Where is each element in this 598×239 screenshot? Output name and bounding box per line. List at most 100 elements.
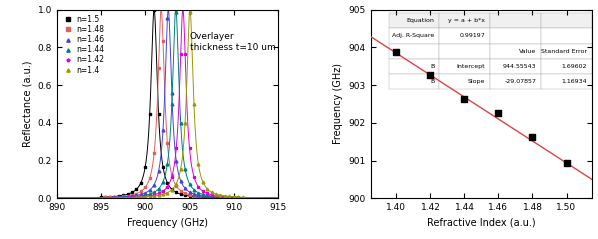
Point: [562, 161, 571, 165]
n=1.5: [146, 112, 153, 115]
n=1.46: [129, 195, 136, 198]
n=1.5: [199, 196, 206, 199]
n=1.5: [129, 191, 136, 194]
n=1.48: [151, 152, 158, 154]
n=1.4: [151, 195, 158, 197]
Y-axis label: Frequency (GHz): Frequency (GHz): [333, 64, 343, 144]
n=1.5: [168, 188, 175, 191]
n=1.48: [142, 186, 149, 189]
n=1.48: [129, 194, 136, 196]
n=1.44: [133, 195, 140, 198]
n=1.46: [160, 129, 167, 132]
n=1.4: [186, 11, 193, 13]
Point: [527, 135, 537, 139]
n=1.48: [208, 196, 215, 199]
n=1.5: [182, 194, 189, 197]
n=1.48: [195, 195, 202, 198]
n=1.46: [173, 159, 180, 162]
n=1.4: [177, 168, 184, 170]
n=1.48: [111, 196, 118, 198]
n=1.44: [212, 195, 219, 198]
n=1.46: [120, 196, 127, 198]
n=1.46: [217, 196, 224, 199]
n=1.4: [195, 162, 202, 165]
n=1.44: [142, 194, 149, 197]
n=1.5: [97, 196, 105, 199]
n=1.48: [190, 194, 197, 197]
n=1.46: [133, 194, 140, 197]
n=1.46: [199, 195, 206, 197]
n=1.48: [124, 194, 131, 197]
n=1.46: [190, 192, 197, 195]
n=1.42: [195, 185, 202, 188]
n=1.4: [133, 196, 140, 199]
n=1.4: [182, 121, 189, 124]
Text: Overlayer
thickness t=10 um: Overlayer thickness t=10 um: [190, 32, 275, 52]
n=1.44: [129, 196, 136, 198]
n=1.5: [102, 196, 109, 199]
n=1.44: [217, 196, 224, 198]
n=1.44: [203, 194, 210, 197]
n=1.44: [173, 11, 180, 13]
n=1.42: [208, 193, 215, 196]
n=1.5: [164, 181, 171, 184]
n=1.4: [168, 188, 175, 191]
n=1.4: [173, 182, 180, 185]
n=1.48: [102, 196, 109, 199]
n=1.44: [195, 191, 202, 194]
n=1.46: [195, 194, 202, 196]
n=1.48: [182, 192, 189, 195]
n=1.4: [225, 195, 233, 198]
n=1.46: [138, 193, 145, 196]
n=1.5: [111, 195, 118, 198]
Point: [494, 111, 504, 114]
n=1.46: [186, 190, 193, 193]
Y-axis label: Reflectance (a.u.): Reflectance (a.u.): [22, 61, 32, 147]
n=1.48: [146, 177, 153, 179]
X-axis label: Refractive Index (a.u.): Refractive Index (a.u.): [427, 218, 536, 228]
n=1.48: [177, 189, 184, 192]
n=1.42: [225, 196, 233, 198]
n=1.4: [212, 193, 219, 196]
n=1.46: [203, 195, 210, 198]
n=1.42: [155, 192, 162, 195]
n=1.48: [173, 185, 180, 187]
n=1.46: [182, 187, 189, 190]
n=1.42: [182, 53, 189, 55]
n=1.46: [142, 191, 149, 194]
n=1.5: [142, 165, 149, 168]
n=1.4: [239, 196, 246, 199]
n=1.42: [133, 196, 140, 198]
n=1.4: [164, 191, 171, 194]
n=1.4: [155, 194, 162, 197]
n=1.5: [155, 112, 162, 115]
n=1.48: [164, 142, 171, 145]
n=1.48: [138, 190, 145, 193]
Line: n=1.5: n=1.5: [100, 8, 209, 199]
n=1.4: [142, 196, 149, 198]
n=1.42: [151, 193, 158, 196]
n=1.42: [124, 196, 131, 199]
n=1.4: [221, 195, 228, 197]
n=1.44: [124, 196, 131, 199]
n=1.5: [106, 196, 114, 198]
n=1.42: [221, 195, 228, 198]
n=1.42: [129, 196, 136, 199]
n=1.42: [203, 192, 210, 195]
n=1.42: [160, 190, 167, 193]
n=1.42: [212, 194, 219, 197]
n=1.5: [190, 195, 197, 198]
n=1.42: [230, 196, 237, 199]
n=1.48: [120, 195, 127, 198]
n=1.42: [138, 195, 145, 198]
n=1.4: [203, 187, 210, 190]
n=1.46: [151, 183, 158, 186]
n=1.44: [225, 196, 233, 199]
n=1.46: [208, 195, 215, 198]
Legend: n=1.5, n=1.48, n=1.46, n=1.44, n=1.42, n=1.4: n=1.5, n=1.48, n=1.46, n=1.44, n=1.42, n…: [60, 13, 106, 76]
n=1.44: [168, 103, 175, 105]
n=1.5: [120, 194, 127, 197]
n=1.48: [199, 195, 206, 198]
n=1.42: [142, 195, 149, 198]
Point: [426, 73, 435, 77]
